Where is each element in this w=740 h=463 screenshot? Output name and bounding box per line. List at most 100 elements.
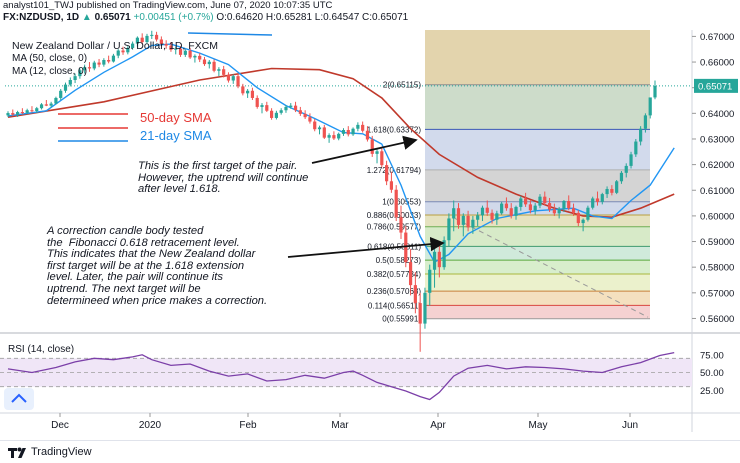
candle-body bbox=[126, 47, 130, 53]
candle-body bbox=[20, 112, 24, 114]
candle-body bbox=[337, 133, 341, 139]
candle-body bbox=[413, 285, 417, 304]
time-tick-label: Mar bbox=[331, 420, 349, 431]
candle-body bbox=[35, 108, 39, 112]
candle-body bbox=[183, 50, 187, 55]
candle-body bbox=[255, 97, 259, 107]
price-tick-label: 0.61000 bbox=[700, 186, 734, 197]
candle-body bbox=[73, 76, 77, 80]
candle-body bbox=[408, 262, 413, 286]
candle-body bbox=[231, 76, 235, 81]
candle-body bbox=[538, 196, 542, 206]
candle-body bbox=[193, 55, 197, 58]
candle-body bbox=[11, 113, 15, 115]
candle-body bbox=[332, 135, 336, 139]
candle-body bbox=[198, 55, 202, 60]
candle-body bbox=[159, 39, 163, 45]
price-arrow-icon: ▲ bbox=[81, 12, 92, 23]
candle-body bbox=[456, 208, 461, 225]
candle-body bbox=[78, 70, 82, 77]
candle-body bbox=[418, 303, 422, 324]
candle-body bbox=[83, 67, 87, 71]
candle-body bbox=[102, 60, 106, 65]
fib-level-label: 0.886(0.60033) bbox=[367, 211, 422, 220]
published-line: analyst101_TWJ published on TradingView.… bbox=[3, 0, 333, 11]
candle-body bbox=[322, 127, 326, 138]
candle-body bbox=[380, 151, 384, 166]
candle-body bbox=[59, 90, 63, 98]
fib-band bbox=[425, 84, 650, 130]
chart-title: New Zealand Dollar / U.S. Dollar, 1D, FX… bbox=[12, 40, 218, 52]
candle-body bbox=[351, 128, 355, 135]
tradingview-logo[interactable]: TradingView bbox=[8, 445, 92, 459]
candle-body bbox=[68, 80, 72, 85]
candle-body bbox=[533, 205, 537, 211]
rsi-legend[interactable]: RSI (14, close) bbox=[8, 344, 75, 355]
candle-body bbox=[150, 34, 154, 36]
price-tick-label: 0.63000 bbox=[700, 134, 734, 145]
candle-body bbox=[241, 86, 245, 94]
fib-level-label: 0.114(0.56511) bbox=[368, 301, 421, 310]
candle-body bbox=[447, 218, 451, 241]
candle-body bbox=[629, 154, 633, 166]
candle-body bbox=[289, 105, 293, 107]
candle-body bbox=[131, 43, 135, 48]
candle-body bbox=[250, 90, 255, 98]
candle-body bbox=[121, 50, 125, 53]
price-tick-label: 0.56000 bbox=[700, 314, 734, 325]
candle-body bbox=[485, 207, 489, 213]
candle-body bbox=[653, 85, 657, 98]
candle-body bbox=[39, 104, 44, 109]
last-price-box bbox=[694, 78, 738, 93]
sma21-label: 21-day SMA bbox=[140, 128, 212, 143]
candle-body bbox=[370, 139, 374, 154]
time-tick-label: Apr bbox=[430, 420, 446, 431]
fib-level-label: 0.786(0.59577) bbox=[367, 223, 422, 232]
rsi-tick-label: 25.00 bbox=[700, 386, 724, 397]
time-tick-label: 2020 bbox=[139, 420, 162, 431]
candle-body bbox=[552, 209, 556, 214]
candle-body bbox=[222, 69, 226, 75]
arrow-to-correction bbox=[287, 236, 445, 258]
candle-body bbox=[202, 59, 207, 65]
symbol-name[interactable]: FX:NZDUSD, 1D bbox=[3, 12, 80, 23]
candle-body bbox=[591, 198, 595, 208]
fib-level-label: 0.382(0.57734) bbox=[367, 270, 422, 279]
ma50-legend[interactable]: MA (50, close, 0) bbox=[12, 53, 88, 64]
fib-band bbox=[425, 129, 650, 170]
candle-body bbox=[471, 219, 475, 228]
price-tick-label: 0.60000 bbox=[700, 211, 734, 222]
price-tick-label: 0.62000 bbox=[700, 160, 734, 171]
candle-body bbox=[49, 103, 53, 106]
last-price-label: 0.65071 bbox=[698, 81, 732, 92]
fib-level-label: 0.236(0.57068) bbox=[367, 287, 422, 296]
candle-body bbox=[504, 203, 509, 209]
candle-body bbox=[442, 240, 446, 268]
candle-body bbox=[624, 165, 628, 173]
arrow-to-target bbox=[311, 135, 418, 164]
candle-body bbox=[169, 45, 173, 50]
toggle-pane-button[interactable] bbox=[4, 388, 34, 410]
time-tick-label: Dec bbox=[51, 420, 69, 431]
price-tick-label: 0.64000 bbox=[700, 109, 734, 120]
candle-body bbox=[365, 130, 370, 140]
ma12-legend[interactable]: MA (12, close, 0) bbox=[12, 66, 88, 77]
candle-body bbox=[466, 215, 470, 228]
sma50-label: 50-day SMA bbox=[140, 110, 212, 125]
footer: TradingView bbox=[0, 440, 740, 463]
candle-body bbox=[284, 106, 288, 111]
candle-body bbox=[303, 113, 307, 118]
candle-body bbox=[25, 110, 29, 113]
candle-body bbox=[571, 208, 576, 213]
candle-body bbox=[437, 251, 441, 268]
candle-body bbox=[643, 115, 648, 129]
candle-body bbox=[6, 113, 10, 116]
fib-level-label: 0.5(0.58273) bbox=[376, 256, 422, 265]
candle-body bbox=[135, 37, 139, 44]
correction-annotation: A correction candle body tested the Fibo… bbox=[47, 225, 268, 307]
candle-body bbox=[404, 232, 408, 263]
candle-body bbox=[567, 201, 571, 209]
candle-body bbox=[63, 84, 68, 91]
candle-body bbox=[595, 198, 600, 202]
chevron-up-icon bbox=[11, 393, 27, 403]
